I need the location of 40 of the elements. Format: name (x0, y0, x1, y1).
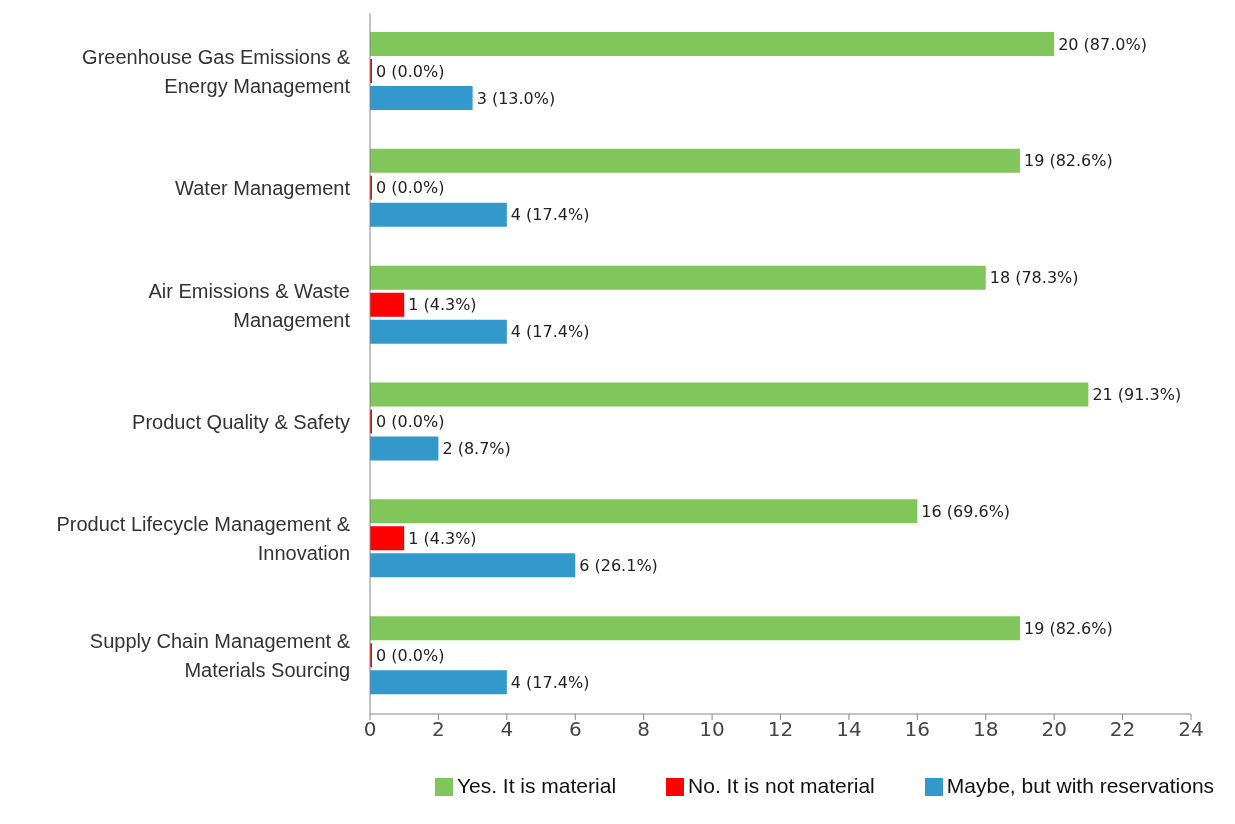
data-label: 0 (0.0%) (376, 412, 445, 431)
data-label: 16 (69.6%) (921, 501, 1011, 521)
x-tick-label: 2 (432, 717, 445, 742)
x-tick-label: 22 (1109, 717, 1136, 742)
x-tick-label: 4 (500, 717, 514, 742)
data-label: 1 (4.3%) (408, 528, 477, 548)
x-tick-label: 14 (836, 717, 862, 742)
data-label: 19 (82.6%) (1023, 618, 1113, 638)
x-tick-label: 0 (363, 717, 377, 742)
data-label: 1 (4.3%) (408, 295, 477, 315)
legend-label: No. It is not material (688, 774, 875, 797)
legend-label: Yes. It is material (456, 774, 617, 797)
y-tick-label: Air Emissions & Waste Management (148, 279, 351, 331)
data-label: 18 (78.3%) (989, 268, 1079, 288)
y-tick-label: Greenhouse Gas Emissions & Energy Management (82, 45, 351, 97)
x-tick-label: 8 (637, 717, 651, 742)
x-tick-label: 18 (973, 717, 999, 742)
y-tick-label: Product Lifecycle Management & Innovation (56, 513, 351, 565)
data-label: 6 (26.1%) (579, 555, 658, 575)
data-label: 3 (13.0%) (476, 88, 556, 108)
x-tick-label: 20 (1041, 717, 1067, 742)
data-label: 0 (0.0%) (376, 645, 445, 665)
data-label: 4 (17.4%) (510, 205, 590, 225)
data-label: 19 (82.6%) (1023, 151, 1113, 171)
x-tick-label: 10 (699, 717, 725, 742)
data-label: 2 (8.7%) (442, 439, 511, 458)
x-tick-label: 6 (568, 717, 582, 742)
x-tick-label: 24 (1178, 717, 1204, 742)
x-tick-label: 12 (767, 717, 794, 742)
data-label: 4 (17.4%) (510, 322, 590, 342)
y-tick-label: Supply Chain Management & Materials Sourcing (89, 630, 351, 682)
y-tick-label: Water Management (175, 177, 351, 200)
data-label: 20 (87.0%) (1058, 34, 1147, 54)
y-tick-label: Product Quality & Safety (132, 410, 350, 433)
legend-label: Maybe, but with reservations (946, 774, 1215, 797)
data-label: 0 (0.0%) (376, 61, 445, 81)
x-tick-label: 16 (904, 717, 931, 742)
data-label: 21 (91.3%) (1092, 385, 1182, 404)
data-label: 4 (17.4%) (510, 672, 590, 692)
data-label: 0 (0.0%) (376, 178, 445, 198)
